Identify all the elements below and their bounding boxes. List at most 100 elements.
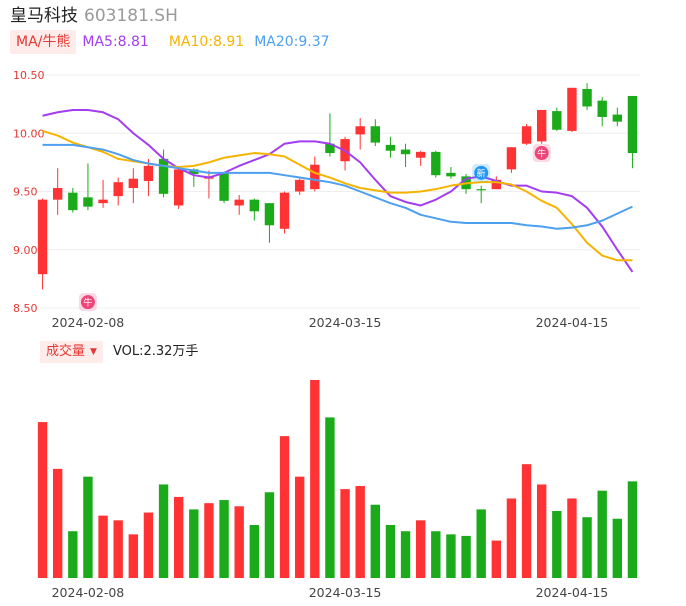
candle-body (98, 199, 108, 204)
volume-bar (204, 503, 214, 578)
candle-body (249, 199, 260, 212)
candle-body (52, 188, 63, 200)
volume-bar (627, 481, 638, 578)
x-tick-label: 2024-04-15 (536, 315, 609, 330)
ma-indicator-button[interactable]: MA/牛熊 (10, 30, 77, 54)
candlestick-series (37, 83, 638, 290)
candle-body (446, 172, 456, 177)
signal-markers: 牛新牛 (78, 144, 551, 312)
candle-body (476, 189, 486, 191)
x-tick-label: 2024-02-08 (52, 315, 125, 330)
candle-body (68, 192, 78, 211)
candle-body (264, 203, 275, 226)
volume-indicator-label: 成交量 (46, 344, 86, 359)
candle-body (37, 199, 48, 275)
y-tick-label: 9.50 (13, 186, 38, 199)
candle-body (627, 95, 638, 154)
candle-body (536, 109, 547, 142)
volume-bar (385, 524, 396, 578)
volume-bar (294, 476, 305, 578)
volume-bar (113, 520, 123, 578)
candle-body (567, 87, 577, 131)
candle-body (279, 192, 290, 229)
volume-bar (128, 534, 139, 578)
volume-bars (37, 380, 638, 578)
volume-bar (68, 531, 78, 578)
caret-down-icon: ▼ (90, 347, 97, 357)
volume-bar (279, 436, 290, 578)
volume-indicator-dropdown[interactable]: 成交量 ▼ (40, 341, 103, 363)
volume-bar (552, 510, 562, 578)
marker-label: 新 (477, 167, 486, 179)
ma20-legend: MA20:9.37 (254, 34, 330, 50)
stock-code: 603181.SH (84, 6, 178, 26)
candle-body (385, 144, 396, 151)
volume-bar (340, 489, 350, 578)
candle-body (219, 172, 229, 201)
x-tick-label: 2024-03-15 (309, 315, 382, 330)
volume-bar (400, 531, 411, 578)
stock-name: 皇马科技 (10, 6, 78, 26)
candle-body (521, 126, 532, 144)
volume-legend: 成交量 ▼ VOL:2.32万手 (40, 341, 198, 363)
volume-bar (370, 504, 381, 578)
bull-signal-marker: 牛 (78, 293, 97, 312)
marker-dot (474, 165, 489, 180)
ma-legend: MA/牛熊 MA5:8.81 MA10:8.91 MA20:9.37 (10, 30, 330, 54)
stock-title: 皇马科技 603181.SH (10, 4, 178, 28)
x-tick-label: 2024-03-15 (309, 585, 382, 600)
volume-value: VOL:2.32万手 (112, 344, 199, 359)
volume-bar (234, 506, 244, 578)
y-tick-label: 10.50 (13, 69, 45, 82)
ma10-legend: MA10:8.91 (168, 34, 245, 50)
candle-body (173, 169, 184, 206)
candle-body (143, 165, 154, 182)
volume-bar (219, 500, 229, 578)
marker-label: 牛 (537, 148, 546, 160)
volume-bar (143, 512, 154, 578)
volume-bar (83, 476, 93, 578)
volume-bar (310, 380, 320, 578)
candle-body (370, 126, 381, 143)
candle-body (552, 111, 562, 130)
candle-body (400, 149, 411, 155)
volume-bar (189, 509, 199, 578)
y-tick-label: 10.00 (13, 127, 45, 140)
volume-bar (173, 496, 184, 578)
candle-body (325, 143, 335, 154)
volume-bar (597, 490, 607, 578)
candle-body (506, 147, 517, 170)
volume-bar (355, 486, 365, 578)
marker-dot (80, 295, 95, 310)
volume-bar (536, 484, 547, 578)
marker-label: 牛 (83, 297, 92, 309)
y-tick-label: 9.00 (13, 244, 38, 257)
volume-bar (506, 498, 517, 578)
volume-bar (415, 520, 426, 578)
bull-signal-marker: 牛 (532, 144, 551, 163)
volume-bar (431, 531, 441, 578)
volume-bar (491, 540, 502, 578)
volume-date-axis: 2024-02-08 2024-03-15 2024-04-15 (52, 585, 609, 600)
marker-dot (534, 146, 549, 161)
ma5-line (42, 108, 634, 273)
candle-body (310, 164, 320, 190)
volume-bar (158, 484, 169, 578)
candle-body (113, 182, 123, 197)
volume-bar (249, 524, 260, 578)
candle-body (234, 199, 244, 206)
ma20-line (42, 143, 633, 230)
volume-bar (37, 422, 48, 578)
candle-body (612, 114, 623, 122)
volume-bar (98, 515, 108, 578)
volume-bar (567, 498, 577, 578)
candle-body (415, 151, 426, 158)
candle-body (355, 126, 365, 135)
volume-bar (612, 518, 623, 578)
volume-bar (264, 492, 275, 578)
new-signal-marker: 新 (472, 163, 491, 182)
x-tick-label: 2024-04-15 (536, 585, 609, 600)
y-tick-label: 8.50 (13, 302, 38, 315)
volume-bar (521, 464, 532, 578)
